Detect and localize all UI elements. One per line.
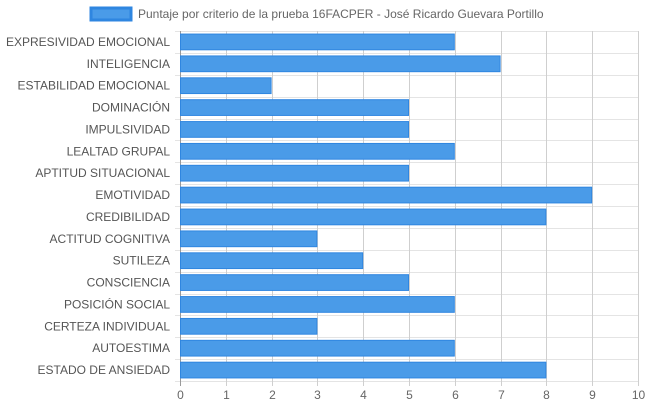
bar[interactable]	[180, 121, 409, 138]
legend-swatch[interactable]	[89, 6, 133, 22]
bar[interactable]	[180, 142, 455, 160]
grid	[175, 31, 639, 386]
category-labels: EXPRESIVIDAD EMOCIONAL INTELIGENCIA ESTABI…	[6, 35, 170, 377]
x-tick-label: 0	[177, 388, 184, 402]
legend-label[interactable]: Puntaje por criterio de la prueba 16FACP…	[138, 7, 544, 21]
category-label: SUTILEZA	[113, 254, 170, 268]
x-tick-labels: 0 1 2 3 4 5 6 7 8 9 10	[177, 388, 645, 402]
x-tick-label: 1	[223, 388, 230, 402]
x-tick-label: 3	[314, 388, 321, 402]
category-label: POSICIÓN SOCIAL	[64, 296, 170, 311]
x-tick-label: 10	[632, 388, 646, 402]
category-label: CREDIBILIDAD	[86, 210, 170, 224]
category-label: LEALTAD GRUPAL	[67, 144, 171, 158]
x-tick-label: 8	[543, 388, 550, 402]
category-label: ACTITUD COGNITIVA	[50, 232, 170, 246]
category-label: IMPULSIVIDAD	[85, 122, 170, 136]
x-tick-label: 4	[360, 388, 367, 402]
bar[interactable]	[180, 317, 318, 335]
bars	[180, 33, 593, 379]
bar[interactable]	[180, 164, 409, 182]
category-label: EMOTIVIDAD	[95, 188, 170, 202]
bar[interactable]	[180, 274, 409, 291]
bar[interactable]	[180, 252, 364, 270]
bar[interactable]	[180, 230, 318, 248]
bar[interactable]	[180, 55, 501, 73]
bar[interactable]	[180, 208, 547, 226]
bar[interactable]	[180, 77, 272, 95]
x-tick-label: 7	[498, 388, 505, 402]
bar[interactable]	[180, 296, 455, 313]
category-label: INTELIGENCIA	[87, 57, 170, 71]
category-label: CERTEZA INDIVIDUAL	[44, 319, 170, 333]
category-label: APTITUD SITUACIONAL	[35, 166, 170, 180]
category-label: ESTABILIDAD EMOCIONAL	[18, 79, 171, 93]
legend[interactable]: Puntaje por criterio de la prueba 16FACP…	[89, 6, 544, 22]
x-tick-label: 6	[452, 388, 459, 402]
category-label: ESTADO DE ANSIEDAD	[38, 363, 171, 377]
x-tick-label: 9	[589, 388, 596, 402]
category-label: CONSCIENCIA	[87, 276, 170, 290]
bar[interactable]	[180, 361, 547, 379]
bar[interactable]	[180, 186, 593, 204]
category-label: AUTOESTIMA	[92, 341, 170, 355]
category-label: EXPRESIVIDAD EMOCIONAL	[6, 35, 170, 49]
x-tick-label: 5	[406, 388, 413, 402]
bar[interactable]	[180, 339, 455, 357]
category-label: DOMINACIÓN	[92, 100, 170, 115]
x-tick-label: 2	[269, 388, 276, 402]
bar[interactable]	[180, 99, 409, 116]
bar[interactable]	[180, 33, 455, 51]
